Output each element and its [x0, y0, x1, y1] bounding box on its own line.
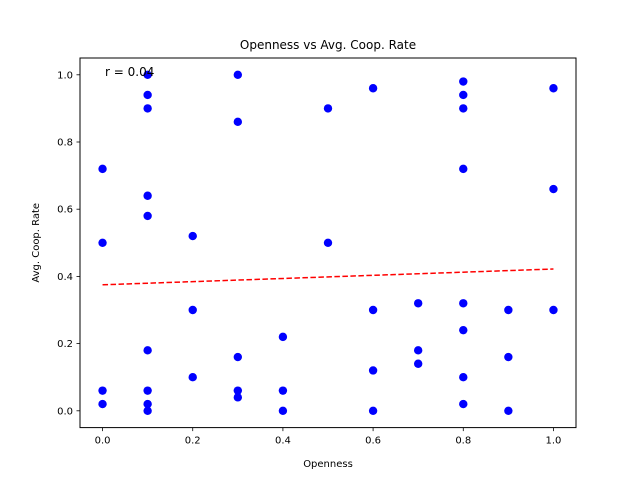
x-axis: 0.0 0.2 0.4 0.6 0.8 1.0 — [95, 427, 562, 447]
y-axis-label: Avg. Coop. Rate — [31, 203, 42, 283]
correlation-annotation: r = 0.04 — [105, 65, 154, 79]
data-point — [413, 359, 423, 368]
data-point — [233, 386, 243, 395]
data-point — [459, 325, 468, 335]
y-tick-label: 0.2 — [57, 339, 73, 350]
data-point — [549, 305, 558, 315]
y-tick-label: 0.0 — [57, 406, 73, 417]
data-point — [368, 406, 378, 415]
data-point — [98, 399, 107, 409]
data-point — [233, 117, 243, 127]
y-tick-label: 1.0 — [57, 70, 73, 81]
data-point — [549, 84, 558, 93]
data-point — [143, 104, 152, 113]
data-point — [549, 184, 558, 194]
data-point — [98, 386, 107, 395]
data-point — [368, 84, 378, 93]
data-point — [459, 373, 468, 382]
axes-frame — [79, 57, 577, 429]
data-point — [459, 77, 468, 86]
data-point — [504, 305, 513, 315]
data-point — [233, 393, 243, 402]
y-tick-label: 0.4 — [57, 272, 73, 283]
data-point — [278, 406, 288, 415]
x-tick-label: 0.6 — [365, 436, 381, 447]
x-tick-label: 0.2 — [185, 436, 201, 447]
data-point — [143, 90, 152, 100]
data-point — [143, 399, 152, 409]
data-point — [188, 231, 197, 241]
data-point — [459, 399, 468, 409]
data-point — [143, 211, 152, 221]
data-point — [278, 332, 288, 342]
data-point — [143, 406, 152, 415]
data-point — [459, 104, 468, 113]
data-point — [98, 238, 107, 247]
data-point — [143, 386, 152, 395]
data-point — [98, 164, 107, 174]
data-point — [143, 346, 152, 355]
trend-line — [102, 268, 554, 286]
data-point — [323, 238, 333, 247]
x-tick-label: 0.0 — [95, 436, 111, 447]
y-axis: 0.0 0.2 0.4 0.6 0.8 1.0 — [57, 70, 80, 417]
data-point — [368, 305, 378, 315]
data-point — [188, 305, 197, 315]
data-point — [504, 406, 513, 415]
data-point — [459, 164, 468, 174]
x-tick-label: 0.8 — [455, 436, 471, 447]
data-point — [459, 90, 468, 100]
x-tick-label: 1.0 — [546, 436, 562, 447]
data-point — [188, 373, 197, 382]
data-point — [143, 191, 152, 200]
data-point — [323, 104, 333, 113]
data-point — [233, 70, 243, 80]
data-point — [368, 366, 378, 375]
data-point — [413, 346, 423, 355]
chart-title: Openness vs Avg. Coop. Rate — [240, 38, 416, 52]
x-tick-label: 0.4 — [275, 436, 291, 447]
data-point — [504, 352, 513, 362]
x-axis-label: Openness — [303, 459, 353, 470]
y-tick-label: 0.8 — [57, 138, 73, 149]
data-point — [413, 299, 423, 308]
data-point — [233, 352, 243, 362]
data-point — [459, 299, 468, 308]
y-tick-label: 0.6 — [57, 205, 73, 216]
plot-area — [98, 70, 558, 415]
data-point — [143, 70, 152, 80]
data-point — [278, 386, 288, 395]
